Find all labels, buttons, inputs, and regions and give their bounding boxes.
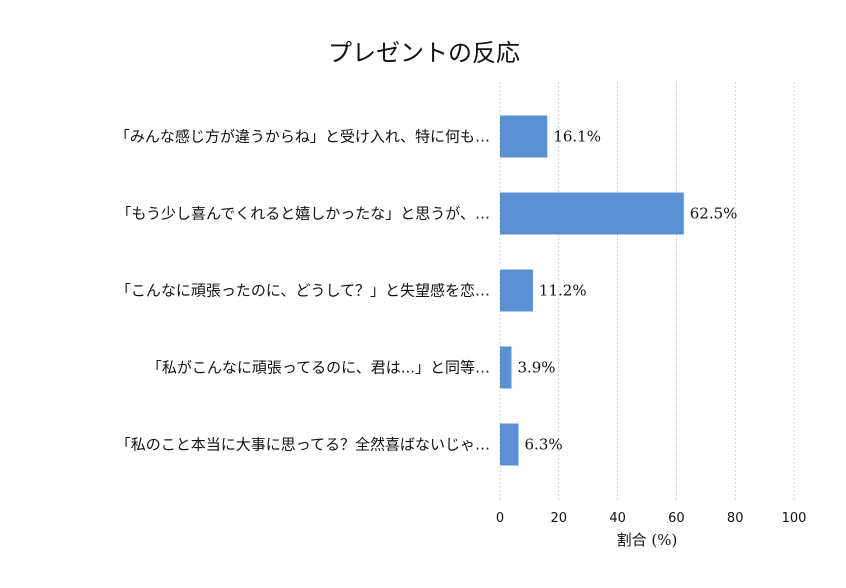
value-label: 3.9% [517,359,555,377]
category-labels: 「みんな感じ方が違うからね」と受け入れ、特に何も… 「もう少し喜んでくれると嬉しか… [115,128,490,454]
bar [500,192,684,235]
category-label: 「こんなに頑張ったのに、どうして？」と失望感を恋… [116,282,490,300]
category-label: 「私がこんなに頑張ってるのに、君は...」と同等… [147,359,490,377]
category-label: 「みんな感じ方が違うからね」と受け入れ、特に何も… [115,128,490,146]
category-label: 「私のこと本当に大事に思ってる？全然喜ばないじゃ… [116,436,490,454]
value-label: 11.2% [539,282,587,300]
x-tick-label: 40 [609,511,626,526]
value-labels: 16.1% 62.5% 11.2% 3.9% 6.3% [517,128,737,454]
chart-title: プレゼントの反応 [328,39,520,67]
bar [500,115,548,158]
bar [500,423,519,466]
x-tick-label: 0 [496,511,504,526]
value-label: 62.5% [690,205,738,223]
value-label: 6.3% [525,436,563,454]
category-label: 「もう少し喜んでくれると嬉しかったな」と思うが、… [116,205,490,223]
x-tick-label: 100 [782,511,807,526]
x-tick-label: 20 [551,511,568,526]
x-axis-ticks: 0 20 40 60 80 100 [496,511,807,526]
x-tick-label: 80 [727,511,744,526]
bars [500,115,684,466]
bar [500,346,512,389]
value-label: 16.1% [553,128,601,146]
x-axis-label: 割合 (%) [617,531,678,549]
bar [500,269,533,312]
x-tick-label: 60 [668,511,685,526]
